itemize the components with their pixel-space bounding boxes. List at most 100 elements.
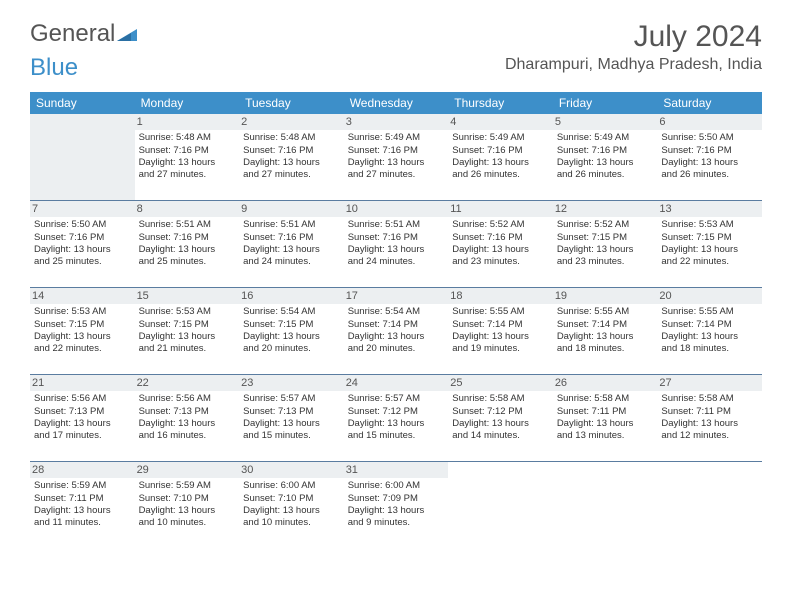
month-title: July 2024 [505, 20, 762, 54]
day-number: 30 [239, 462, 344, 478]
calendar-week-row: 7Sunrise: 5:50 AMSunset: 7:16 PMDaylight… [30, 201, 762, 288]
day-number: 20 [657, 288, 762, 304]
daylight-text: Daylight: 13 hours [661, 244, 758, 256]
daylight-text: Daylight: 13 hours [348, 418, 445, 430]
calendar-week-row: 1Sunrise: 5:48 AMSunset: 7:16 PMDaylight… [30, 114, 762, 201]
sunset-text: Sunset: 7:16 PM [243, 145, 340, 157]
daylight-text: Daylight: 13 hours [243, 331, 340, 343]
calendar-cell [30, 114, 135, 201]
sunset-text: Sunset: 7:13 PM [34, 406, 131, 418]
daylight-text: Daylight: 13 hours [139, 331, 236, 343]
sunrise-text: Sunrise: 5:52 AM [452, 219, 549, 231]
calendar-cell [553, 462, 658, 549]
calendar-body: 1Sunrise: 5:48 AMSunset: 7:16 PMDaylight… [30, 114, 762, 548]
daylight-text: Daylight: 13 hours [243, 244, 340, 256]
calendar-week-row: 21Sunrise: 5:56 AMSunset: 7:13 PMDayligh… [30, 375, 762, 462]
daylight-text: Daylight: 13 hours [34, 331, 131, 343]
calendar-cell: 12Sunrise: 5:52 AMSunset: 7:15 PMDayligh… [553, 201, 658, 288]
daylight-text: Daylight: 13 hours [348, 244, 445, 256]
logo: General [30, 20, 137, 48]
sunset-text: Sunset: 7:13 PM [139, 406, 236, 418]
day-number: 21 [30, 375, 135, 391]
daylight-text: Daylight: 13 hours [348, 157, 445, 169]
calendar-cell: 23Sunrise: 5:57 AMSunset: 7:13 PMDayligh… [239, 375, 344, 462]
sunrise-text: Sunrise: 5:59 AM [139, 480, 236, 492]
calendar-cell: 17Sunrise: 5:54 AMSunset: 7:14 PMDayligh… [344, 288, 449, 375]
day-number: 16 [239, 288, 344, 304]
daylight-text: and 24 minutes. [243, 256, 340, 268]
day-header-row: Sunday Monday Tuesday Wednesday Thursday… [30, 92, 762, 114]
sunrise-text: Sunrise: 5:50 AM [34, 219, 131, 231]
calendar-cell: 28Sunrise: 5:59 AMSunset: 7:11 PMDayligh… [30, 462, 135, 549]
sunset-text: Sunset: 7:14 PM [348, 319, 445, 331]
daylight-text: Daylight: 13 hours [348, 331, 445, 343]
calendar-cell: 13Sunrise: 5:53 AMSunset: 7:15 PMDayligh… [657, 201, 762, 288]
sunset-text: Sunset: 7:11 PM [557, 406, 654, 418]
daylight-text: and 9 minutes. [348, 517, 445, 529]
sunrise-text: Sunrise: 5:49 AM [348, 132, 445, 144]
daylight-text: Daylight: 13 hours [139, 418, 236, 430]
day-number: 17 [344, 288, 449, 304]
day-number: 13 [657, 201, 762, 217]
calendar-cell: 22Sunrise: 5:56 AMSunset: 7:13 PMDayligh… [135, 375, 240, 462]
day-header: Tuesday [239, 92, 344, 114]
day-number: 7 [30, 201, 135, 217]
calendar-cell: 31Sunrise: 6:00 AMSunset: 7:09 PMDayligh… [344, 462, 449, 549]
sunset-text: Sunset: 7:16 PM [348, 232, 445, 244]
sunrise-text: Sunrise: 5:48 AM [139, 132, 236, 144]
sunset-text: Sunset: 7:15 PM [243, 319, 340, 331]
day-number: 8 [135, 201, 240, 217]
calendar-week-row: 14Sunrise: 5:53 AMSunset: 7:15 PMDayligh… [30, 288, 762, 375]
sunset-text: Sunset: 7:16 PM [139, 232, 236, 244]
calendar-cell: 16Sunrise: 5:54 AMSunset: 7:15 PMDayligh… [239, 288, 344, 375]
daylight-text: and 18 minutes. [557, 343, 654, 355]
day-number: 9 [239, 201, 344, 217]
day-number: 6 [657, 114, 762, 130]
daylight-text: Daylight: 13 hours [139, 505, 236, 517]
sunset-text: Sunset: 7:15 PM [34, 319, 131, 331]
calendar-cell: 26Sunrise: 5:58 AMSunset: 7:11 PMDayligh… [553, 375, 658, 462]
sunset-text: Sunset: 7:16 PM [452, 232, 549, 244]
sunset-text: Sunset: 7:16 PM [557, 145, 654, 157]
sunrise-text: Sunrise: 5:56 AM [34, 393, 131, 405]
day-number: 1 [135, 114, 240, 130]
daylight-text: Daylight: 13 hours [34, 244, 131, 256]
logo-triangle-icon [117, 20, 137, 48]
sunrise-text: Sunrise: 5:48 AM [243, 132, 340, 144]
daylight-text: and 20 minutes. [243, 343, 340, 355]
day-number: 3 [344, 114, 449, 130]
title-block: July 2024 Dharampuri, Madhya Pradesh, In… [505, 20, 762, 74]
daylight-text: and 27 minutes. [139, 169, 236, 181]
sunrise-text: Sunrise: 6:00 AM [348, 480, 445, 492]
daylight-text: and 15 minutes. [243, 430, 340, 442]
day-header: Wednesday [344, 92, 449, 114]
calendar-cell [448, 462, 553, 549]
sunset-text: Sunset: 7:14 PM [557, 319, 654, 331]
calendar-cell: 25Sunrise: 5:58 AMSunset: 7:12 PMDayligh… [448, 375, 553, 462]
daylight-text: Daylight: 13 hours [452, 331, 549, 343]
day-number: 14 [30, 288, 135, 304]
sunrise-text: Sunrise: 5:52 AM [557, 219, 654, 231]
daylight-text: and 17 minutes. [34, 430, 131, 442]
calendar-cell: 6Sunrise: 5:50 AMSunset: 7:16 PMDaylight… [657, 114, 762, 201]
daylight-text: and 21 minutes. [139, 343, 236, 355]
daylight-text: Daylight: 13 hours [243, 418, 340, 430]
sunset-text: Sunset: 7:16 PM [139, 145, 236, 157]
sunset-text: Sunset: 7:14 PM [661, 319, 758, 331]
calendar-cell: 15Sunrise: 5:53 AMSunset: 7:15 PMDayligh… [135, 288, 240, 375]
daylight-text: and 27 minutes. [348, 169, 445, 181]
daylight-text: and 22 minutes. [661, 256, 758, 268]
daylight-text: and 24 minutes. [348, 256, 445, 268]
sunrise-text: Sunrise: 5:50 AM [661, 132, 758, 144]
day-number: 2 [239, 114, 344, 130]
sunrise-text: Sunrise: 5:49 AM [557, 132, 654, 144]
daylight-text: Daylight: 13 hours [243, 157, 340, 169]
sunrise-text: Sunrise: 5:57 AM [348, 393, 445, 405]
daylight-text: and 25 minutes. [139, 256, 236, 268]
sunrise-text: Sunrise: 5:55 AM [661, 306, 758, 318]
daylight-text: and 19 minutes. [452, 343, 549, 355]
day-number: 18 [448, 288, 553, 304]
sunset-text: Sunset: 7:16 PM [243, 232, 340, 244]
daylight-text: and 26 minutes. [557, 169, 654, 181]
sunrise-text: Sunrise: 5:51 AM [348, 219, 445, 231]
